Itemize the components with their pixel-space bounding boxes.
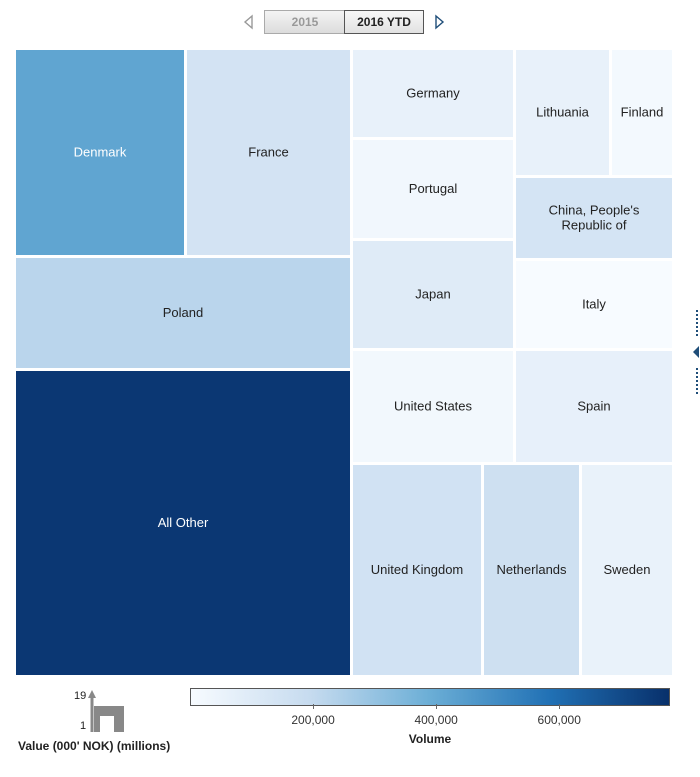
period-2016-ytd-button[interactable]: 2016 YTD (344, 10, 424, 34)
tile-netherlands[interactable] (484, 465, 579, 675)
tile-germany[interactable] (353, 50, 513, 137)
triangle-left-icon[interactable] (242, 12, 256, 32)
color-scale-tick (313, 704, 315, 709)
tile-united-states[interactable] (353, 351, 513, 462)
triangle-right-icon[interactable] (432, 12, 446, 32)
size-scale-icon (88, 690, 124, 732)
color-legend-title: Volume (408, 732, 452, 746)
tile-france[interactable] (187, 50, 350, 255)
tile-poland[interactable] (16, 258, 350, 368)
color-scale-bar (190, 688, 670, 706)
size-legend: 19 1 Value (000' NOK) (millions) (18, 690, 193, 760)
tile-lithuania[interactable] (516, 50, 609, 175)
splitter-handle-icon[interactable] (692, 310, 700, 394)
color-legend: 200,000 400,000 600,000 Volume (190, 688, 672, 758)
size-legend-min: 1 (80, 720, 87, 732)
color-scale-tick (436, 704, 438, 709)
color-scale-tick-label: 400,000 (414, 713, 458, 727)
size-legend-max: 19 (74, 690, 87, 702)
tile-denmark[interactable] (16, 50, 184, 255)
tile-portugal[interactable] (353, 140, 513, 238)
size-legend-title: Value (000' NOK) (millions) (18, 739, 171, 753)
color-scale-tick (559, 704, 561, 709)
tile-china-people-s-republic-of[interactable] (516, 178, 672, 258)
period-2015-button[interactable]: 2015 (264, 10, 346, 34)
tile-finland[interactable] (612, 50, 672, 175)
tile-sweden[interactable] (582, 465, 672, 675)
tile-japan[interactable] (353, 241, 513, 348)
tile-united-kingdom[interactable] (353, 465, 481, 675)
color-scale-tick-label: 600,000 (537, 713, 581, 727)
tile-all-other[interactable] (16, 371, 350, 675)
tile-spain[interactable] (516, 351, 672, 462)
tile-italy[interactable] (516, 261, 672, 348)
color-scale-tick-label: 200,000 (291, 713, 335, 727)
